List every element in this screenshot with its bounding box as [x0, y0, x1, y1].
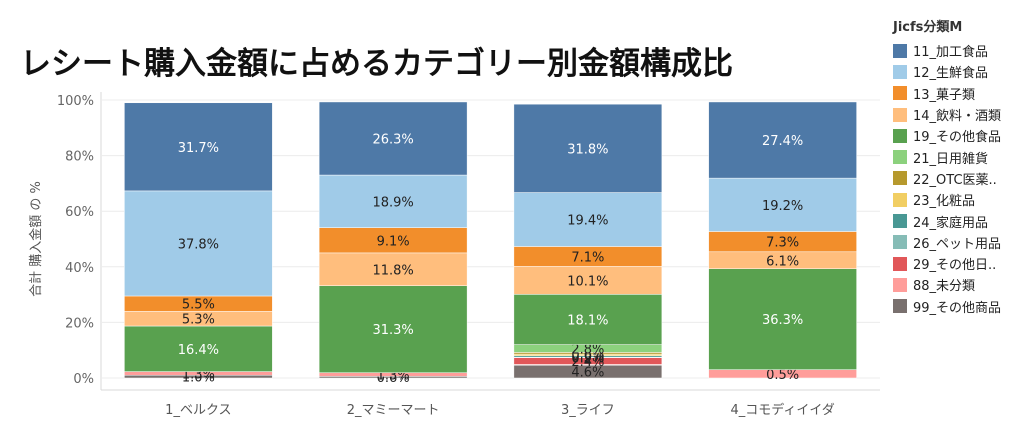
- data-label: 19.2%: [762, 199, 803, 214]
- legend-item: 22_OTC医薬..: [893, 168, 1021, 189]
- bar-segment: [318, 101, 468, 176]
- x-tick-label: 4_コモディイイダ: [730, 402, 834, 418]
- data-label: 10.1%: [567, 274, 608, 289]
- legend-label: 11_加工食品: [913, 45, 989, 61]
- bar-segment: [318, 227, 468, 254]
- x-tick-label: 1_ベルクス: [165, 403, 231, 418]
- bar-segment: [708, 101, 857, 179]
- legend-swatch: [893, 277, 907, 292]
- data-label: 5.5%: [182, 298, 215, 313]
- data-label: 2.4%: [571, 355, 604, 370]
- legend-swatch: [893, 107, 907, 122]
- bar-segment: [513, 192, 663, 247]
- y-tick-label: 0%: [73, 372, 94, 387]
- legend-label: 88_未分類: [913, 279, 976, 295]
- legend-label: 99_その他商品: [913, 300, 1002, 316]
- data-label: 31.8%: [567, 142, 608, 157]
- legend-label: 12_生鮮食品: [913, 66, 989, 82]
- bar-segment: [124, 190, 273, 297]
- data-label: 2.8%: [571, 343, 604, 358]
- legend-label: 24_家庭用品: [913, 215, 989, 231]
- legend-swatch: [893, 150, 907, 165]
- data-label: 36.3%: [762, 313, 803, 328]
- x-tick-label: 2_マミーマート: [347, 403, 440, 418]
- legend-label: 26_ペット用品: [913, 236, 1002, 252]
- legend-item: 99_その他商品: [893, 296, 1021, 317]
- data-label: 31.7%: [178, 141, 219, 156]
- data-label: 11.8%: [372, 263, 413, 278]
- legend-label: 13_菓子類: [913, 87, 976, 103]
- bar-segment: [708, 177, 857, 232]
- legend-swatch: [893, 171, 907, 186]
- data-label: 7.1%: [571, 250, 604, 265]
- y-axis-label: 合計 購入金額 の %: [28, 181, 44, 297]
- legend-item: 23_化粧品: [893, 189, 1021, 210]
- bar-segment: [124, 325, 273, 372]
- legend-items: 11_加工食品 12_生鮮食品 13_菓子類 14_飲料・酒類 19_その他食品 21_日…: [893, 40, 1021, 317]
- data-label: 16.4%: [178, 343, 219, 358]
- bar-segment: [708, 268, 857, 370]
- data-label: 5.3%: [182, 313, 215, 328]
- legend-item: 24_家庭用品: [893, 210, 1021, 231]
- legend-label: 23_化粧品: [913, 194, 976, 210]
- legend-label: 22_OTC医薬..: [913, 172, 997, 188]
- bar-segment: [318, 285, 468, 373]
- legend-label: 29_その他日..: [913, 258, 997, 274]
- bar-segment: [318, 252, 468, 286]
- data-label: 9.1%: [377, 234, 410, 249]
- legend-item: 12_生鮮食品: [893, 61, 1021, 82]
- data-label: 6.1%: [766, 254, 799, 269]
- data-label: 18.1%: [567, 313, 608, 328]
- chart-title: レシート購入金額に占めるカテゴリー別金額構成比: [20, 46, 733, 82]
- legend-swatch: [893, 214, 907, 229]
- legend-item: 13_菓子類: [893, 83, 1021, 104]
- data-label: 31.3%: [372, 323, 413, 338]
- legend-item: 88_未分類: [893, 274, 1021, 295]
- legend-label: 14_飲料・酒類: [913, 109, 1002, 125]
- bar-segment: [513, 103, 663, 193]
- bar-segment: [513, 294, 663, 345]
- data-label: 4.6%: [571, 366, 604, 381]
- y-tick-label: 80%: [65, 150, 94, 165]
- legend-label: 21_日用雑貨: [913, 151, 989, 167]
- data-label: 37.8%: [178, 237, 219, 252]
- legend-item: 29_その他日..: [893, 253, 1021, 274]
- legend-item: 19_その他食品: [893, 125, 1021, 146]
- y-tick-label: 60%: [65, 205, 94, 220]
- legend-swatch: [893, 86, 907, 101]
- y-tick-label: 20%: [65, 316, 94, 331]
- legend-item: 11_加工食品: [893, 40, 1021, 61]
- bar-segment: [513, 265, 663, 295]
- x-tick-label: 3_ライフ: [561, 403, 615, 418]
- legend-item: 26_ペット用品: [893, 232, 1021, 253]
- legend-swatch: [893, 192, 907, 207]
- data-label: 7.3%: [766, 236, 799, 251]
- legend: Jicfs分類M 11_加工食品 12_生鮮食品 13_菓子類 14_飲料・酒類 19_…: [893, 16, 1021, 317]
- legend-title: Jicfs分類M: [893, 20, 963, 35]
- legend-swatch: [893, 128, 907, 143]
- legend-swatch: [893, 256, 907, 271]
- legend-label: 19_その他食品: [913, 130, 1002, 146]
- legend-swatch: [893, 235, 907, 250]
- legend-swatch: [893, 43, 907, 58]
- stacked-bar-chart: 0%20%40%60%80%100%合計 購入金額 の %1.0%1.3%16.…: [28, 92, 880, 418]
- data-label: 26.3%: [372, 133, 413, 148]
- bar-segment: [124, 102, 273, 192]
- data-label: 27.4%: [762, 134, 803, 149]
- data-label: 19.4%: [567, 214, 608, 229]
- y-tick-label: 40%: [65, 261, 94, 276]
- legend-item: 21_日用雑貨: [893, 146, 1021, 167]
- legend-swatch: [893, 64, 907, 79]
- legend-item: 14_飲料・酒類: [893, 104, 1021, 125]
- data-label: 0.5%: [766, 368, 799, 383]
- y-tick-label: 100%: [57, 94, 94, 109]
- legend-swatch: [893, 299, 907, 314]
- data-label: 18.9%: [372, 195, 413, 210]
